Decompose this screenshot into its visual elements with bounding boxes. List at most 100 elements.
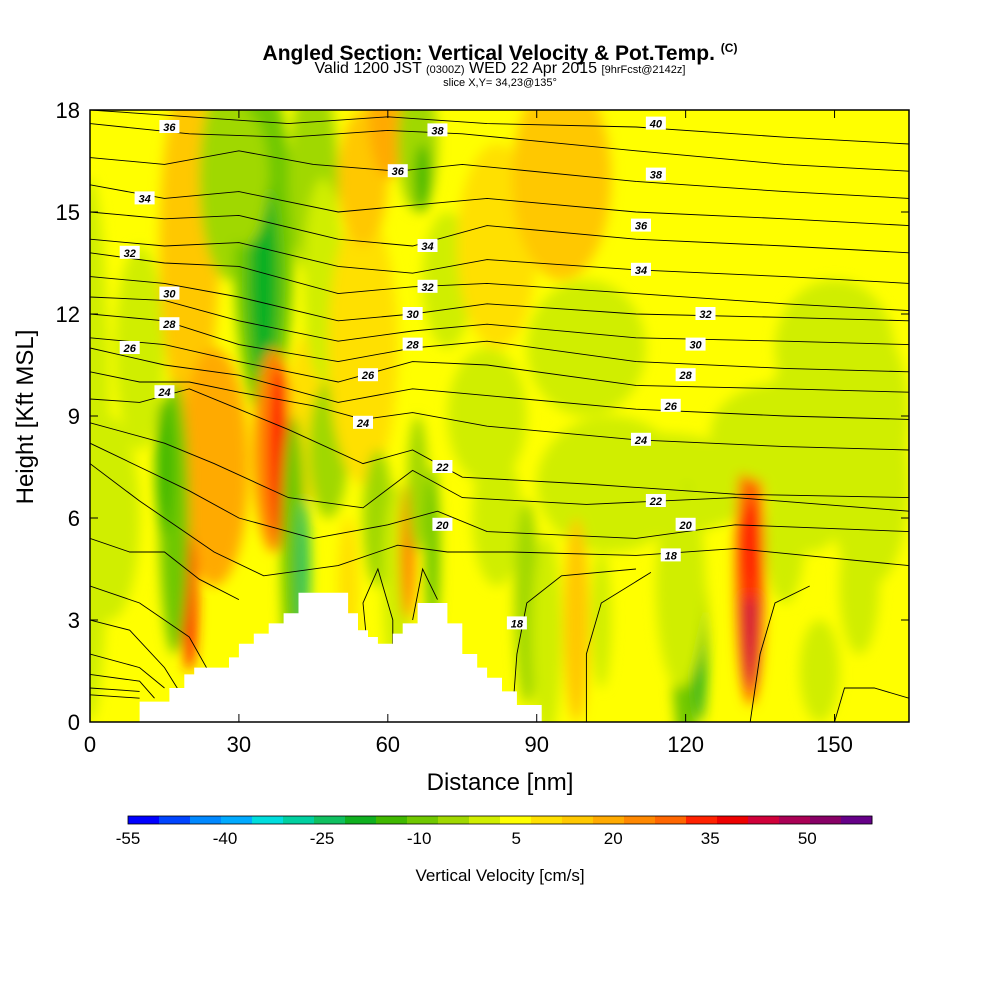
colorbar-tick-label: -40 <box>213 829 238 848</box>
colorbar-swatch <box>128 816 160 824</box>
velocity-cell-41 <box>564 518 589 722</box>
theta-contour-line-22 <box>90 687 140 692</box>
contour-label-text: 30 <box>163 289 176 301</box>
y-tick-label: 18 <box>56 98 80 123</box>
contour-label-bg <box>645 167 666 181</box>
contour-label-bg <box>432 460 453 473</box>
x-tick-label: 60 <box>376 732 400 757</box>
x-tick-label: 90 <box>524 732 548 757</box>
contour-label-bg <box>417 279 438 293</box>
contour-label-text: 36 <box>392 166 405 178</box>
colorbar-swatch <box>407 816 439 824</box>
contour-label-6: 24 <box>154 385 175 399</box>
contour-label-8: 36 <box>387 164 408 178</box>
theta-contour-line-11 <box>90 347 909 420</box>
contour-label-bg <box>154 385 175 399</box>
x-axis-label: Distance [nm] <box>427 769 574 796</box>
velocity-cell-31 <box>425 467 440 637</box>
contour-label-27: 22 <box>645 494 666 508</box>
contour-label-14: 24 <box>353 415 373 430</box>
colorbar-tick-label: -10 <box>407 829 432 848</box>
contour-label-bg <box>660 548 681 562</box>
slice-info: slice X,Y= 34,23@135° <box>443 77 557 89</box>
x-tick-label: 150 <box>816 732 853 757</box>
contour-label-bg <box>645 116 666 130</box>
theta-contours <box>90 110 909 722</box>
y-tick-label: 12 <box>56 302 80 327</box>
colorbar-tick-label: 20 <box>604 829 623 848</box>
colorbar-swatch <box>345 816 377 824</box>
contour-label-bg <box>119 245 140 259</box>
contour-label-text: 28 <box>679 370 693 382</box>
contour-label-text: 28 <box>162 319 176 331</box>
contour-label-text: 28 <box>406 340 420 352</box>
contour-label-bg <box>159 317 180 331</box>
colorbar-swatch <box>438 816 470 824</box>
contour-label-bg <box>417 239 438 252</box>
contour-label-bg <box>695 307 716 320</box>
velocity-cell-12 <box>219 110 269 246</box>
contour-label-11: 30 <box>402 307 423 321</box>
theta-contour-line-28 <box>362 567 394 655</box>
theta-contour-line-25 <box>585 572 652 722</box>
valid-date: WED 22 Apr 2015 <box>469 60 598 77</box>
contour-label-bg <box>119 341 140 354</box>
colorbar-tick-label: 5 <box>511 829 520 848</box>
contour-label-text: 22 <box>435 462 448 474</box>
theta-contour-line-24 <box>511 568 637 722</box>
velocity-cell-43 <box>591 552 612 688</box>
theta-contour-labels: 36 34 32 30 28 26 24 38 36 34 32 30 28 26 24 22 20 18 40 38… <box>119 116 716 630</box>
valid-prefix: Valid 1200 JST <box>314 60 422 77</box>
velocity-cell-23 <box>367 110 408 178</box>
contour-label-text: 34 <box>421 241 433 253</box>
colorbar-tick-label: 50 <box>798 829 817 848</box>
colorbar-swatch <box>531 816 563 824</box>
contour-label-text: 18 <box>511 618 524 630</box>
theta-contour-line-21 <box>90 673 155 699</box>
y-axis-label: Height [Kft MSL] <box>12 330 39 505</box>
colorbar-swatch <box>562 816 594 824</box>
colorbar-tick-label: -25 <box>310 829 335 848</box>
contour-label-text: 20 <box>679 520 693 532</box>
contour-label-text: 32 <box>124 248 136 260</box>
velocity-cell-30 <box>407 416 428 552</box>
contour-label-bg <box>506 616 527 630</box>
contour-label-text: 32 <box>699 309 711 321</box>
contour-label-bg <box>353 415 373 429</box>
velocity-field <box>90 110 909 722</box>
colorbar-swatch <box>748 816 780 824</box>
colorbar-swatch <box>469 816 501 824</box>
theta-contour-line-6 <box>90 252 909 312</box>
colorbar-swatch <box>841 816 873 824</box>
colorbar-swatch <box>283 816 315 824</box>
contour-label-7: 38 <box>427 123 448 137</box>
velocity-cell-36 <box>472 450 522 586</box>
contour-label-15: 22 <box>432 460 453 474</box>
colorbar-swatch <box>159 816 191 824</box>
x-tick-label: 0 <box>84 732 96 757</box>
contour-label-bg <box>675 517 696 531</box>
colorbar: -55 -40 -25 -10 5 20 35 50 <box>116 815 873 848</box>
y-tick-label: 9 <box>68 404 80 429</box>
colorbar-swatch <box>779 816 811 824</box>
contour-label-26: 24 <box>630 432 651 447</box>
theta-contour-line-4 <box>90 211 909 254</box>
theta-contour-line-3 <box>90 184 909 227</box>
colorbar-swatch <box>686 816 718 824</box>
contour-label-bg <box>134 191 155 205</box>
chart-title-text: Angled Section: Vertical Velocity & Pot.… <box>262 42 715 65</box>
contour-label-bg <box>159 286 180 300</box>
contour-label-text: 38 <box>431 125 444 137</box>
contour-label-10: 32 <box>417 279 438 294</box>
colorbar-swatch <box>314 816 346 824</box>
colorbar-swatch <box>500 816 532 824</box>
valid-utc: (0300Z) <box>426 64 465 76</box>
velocity-cell-29 <box>415 144 431 212</box>
contour-label-bg <box>432 517 453 531</box>
contour-label-bg <box>685 337 706 351</box>
contour-label-21: 34 <box>630 262 651 277</box>
contour-label-bg <box>387 164 408 178</box>
contour-label-text: 22 <box>649 496 662 508</box>
x-tick-label: 30 <box>227 732 251 757</box>
